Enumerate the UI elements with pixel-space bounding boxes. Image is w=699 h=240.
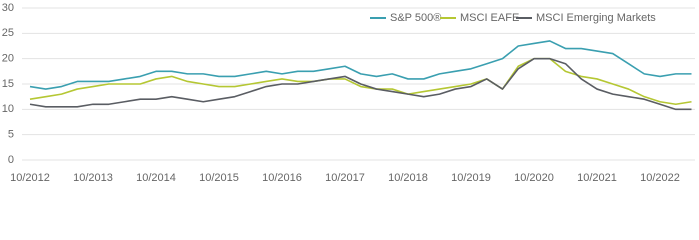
x-tick-label: 10/2017	[325, 172, 365, 184]
series-line	[29, 57, 692, 111]
legend-label: MSCI Emerging Markets	[536, 12, 656, 24]
y-tick-label: 15	[2, 78, 14, 90]
y-tick-label: 0	[8, 154, 14, 166]
x-tick-label: 10/2019	[451, 172, 491, 184]
legend-label: S&P 500®	[390, 12, 441, 24]
y-tick-label: 20	[2, 53, 14, 65]
x-tick-label: 10/2021	[577, 172, 617, 184]
x-tick-label: 10/2014	[136, 172, 176, 184]
x-tick-label: 10/2022	[640, 172, 680, 184]
y-tick-label: 25	[2, 27, 14, 39]
y-tick-label: 10	[2, 103, 14, 115]
x-tick-label: 10/2012	[10, 172, 50, 184]
x-tick-label: 10/2020	[514, 172, 554, 184]
x-tick-label: 10/2015	[199, 172, 239, 184]
y-tick-label: 5	[8, 129, 14, 141]
series-line	[29, 57, 692, 106]
x-tick-label: 10/2018	[388, 172, 428, 184]
chart: 0 5 10 15 20 25 30 10/2012 10/2013 10/2014 10/2015…	[2, 2, 695, 184]
series-line	[29, 40, 692, 90]
x-tick-label: 10/2013	[73, 172, 113, 184]
y-tick-label: 30	[2, 2, 14, 14]
x-tick-label: 10/2016	[262, 172, 302, 184]
legend-label: MSCI EAFE	[460, 12, 519, 24]
